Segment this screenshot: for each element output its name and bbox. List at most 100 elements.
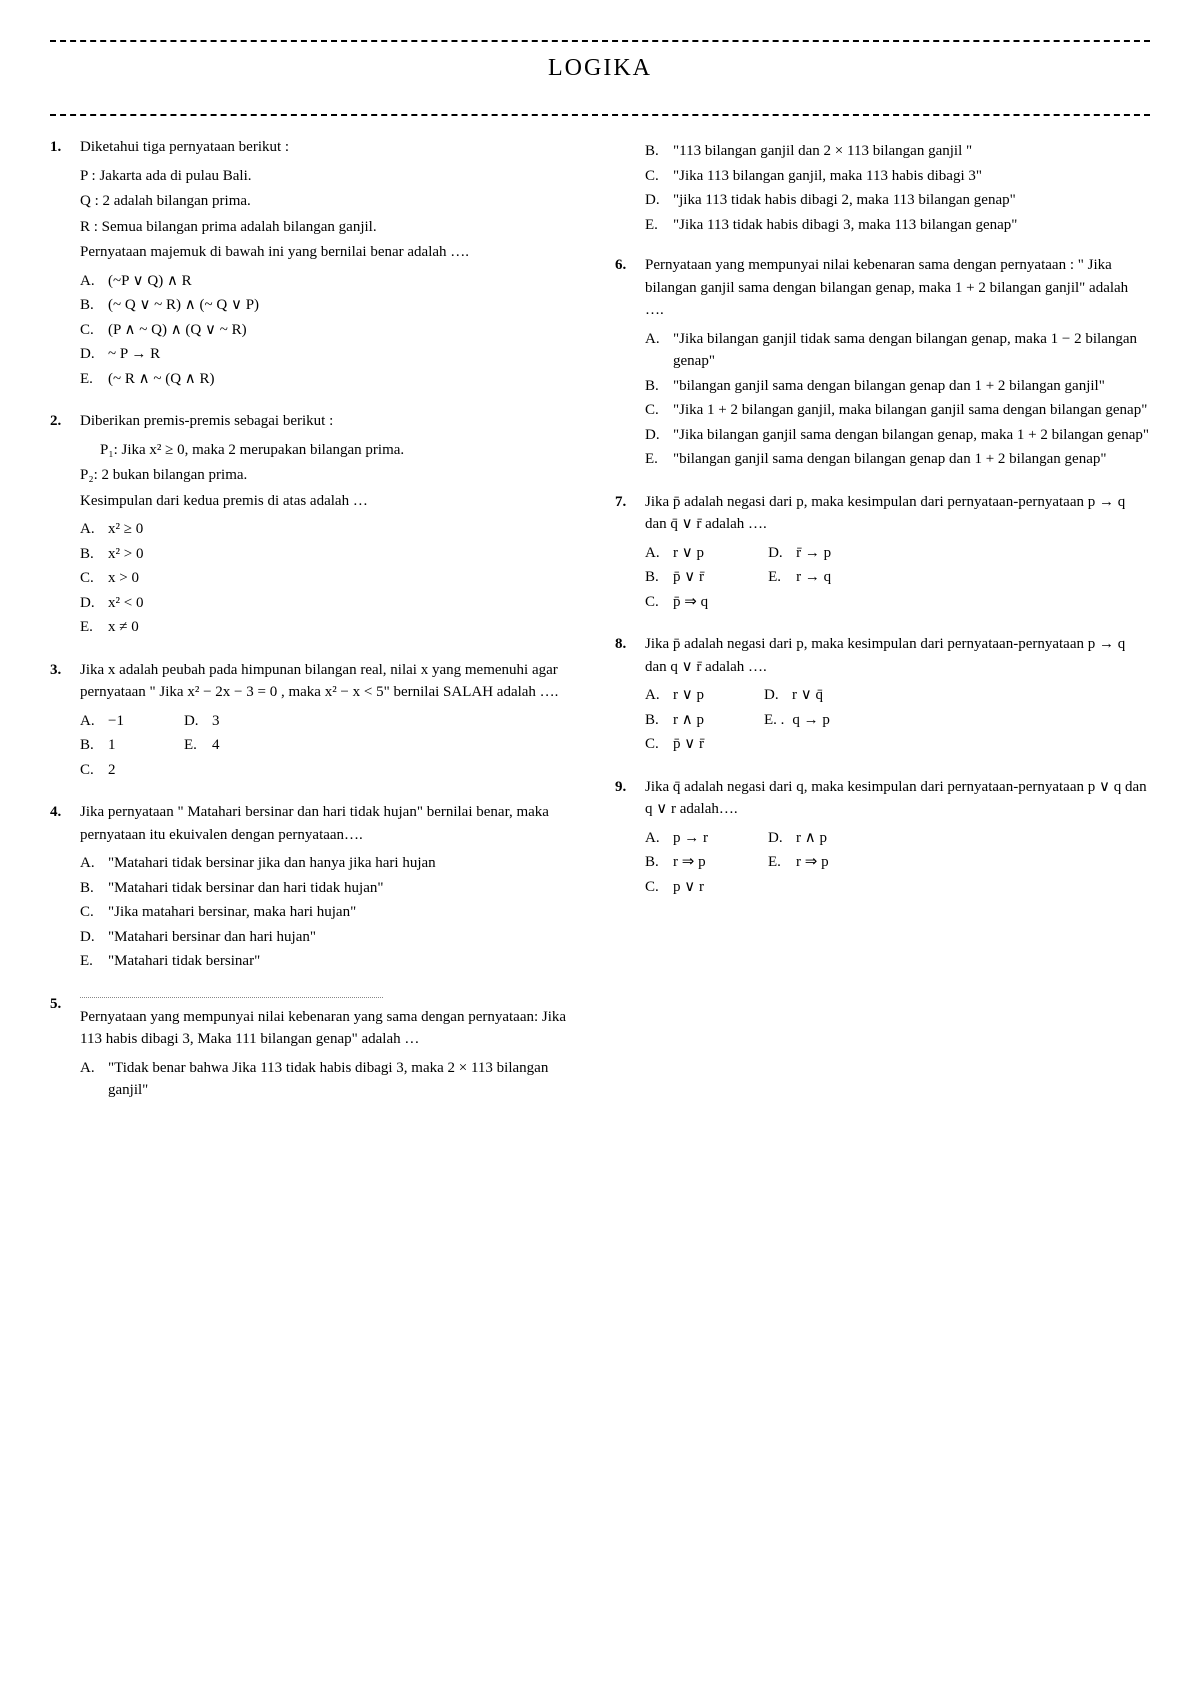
option-text: x² < 0 — [108, 592, 143, 615]
question-intro: Diketahui tiga pernyataan berikut : — [80, 136, 585, 159]
question-number: 5. — [50, 993, 70, 1104]
option-a: A.r ∨ p — [645, 542, 708, 565]
right-column: B."113 bilangan ganjil dan 2 × 113 bilan… — [615, 136, 1150, 1122]
option-e: E. .q → p — [764, 709, 830, 732]
option-c: C.2 — [80, 759, 124, 782]
question-7: 7. Jika p̄ adalah negasi dari p, maka ke… — [615, 491, 1150, 616]
option-d: D."Matahari bersinar dan hari hujan" — [80, 926, 585, 949]
option-b: B.x² > 0 — [80, 543, 585, 566]
question-text: Jika pernyataan " Matahari bersinar dan … — [80, 801, 585, 846]
option-a: A.x² ≥ 0 — [80, 518, 585, 541]
option-b: B.(~ Q ∨ ~ R) ∧ (~ Q ∨ P) — [80, 294, 585, 317]
option-b: B.1 — [80, 734, 124, 757]
option-e: E."Matahari tidak bersinar" — [80, 950, 585, 973]
dotted-divider — [80, 997, 383, 998]
option-d: D.r ∨ q̄ — [764, 684, 830, 707]
option-text: p → r — [673, 827, 708, 850]
option-d: D.~ P → R — [80, 343, 585, 366]
option-text: p̄ ∨ r̄ — [673, 733, 704, 756]
question-8: 8. Jika p̄ adalah negasi dari p, maka ke… — [615, 633, 1150, 758]
option-text: (P ∧ ~ Q) ∧ (Q ∨ ~ R) — [108, 319, 247, 342]
option-text: r ∨ q̄ — [792, 684, 823, 707]
option-text: p̄ ∨ r̄ — [673, 566, 704, 589]
option-text: 3 — [212, 710, 220, 733]
question-text: Jika p̄ adalah negasi dari p, maka kesim… — [645, 633, 1150, 678]
option-c: C.x > 0 — [80, 567, 585, 590]
option-e: E.4 — [184, 734, 220, 757]
option-a: A."Jika bilangan ganjil tidak sama denga… — [645, 328, 1150, 373]
option-a: A.−1 — [80, 710, 124, 733]
page-title: LOGIKA — [50, 50, 1150, 86]
premise-q: Q : 2 adalah bilangan prima. — [80, 190, 585, 213]
content-columns: 1. Diketahui tiga pernyataan berikut : P… — [50, 136, 1150, 1122]
premise-p2: P₂: 2 bukan bilangan prima. — [80, 464, 585, 487]
option-a: A."Matahari tidak bersinar jika dan hany… — [80, 852, 585, 875]
question-number: 7. — [615, 491, 635, 616]
question-number: 4. — [50, 801, 70, 975]
option-text: "Matahari tidak bersinar dan hari tidak … — [108, 877, 384, 900]
option-text: "113 bilangan ganjil dan 2 × 113 bilanga… — [673, 140, 972, 163]
option-text: "Jika 113 tidak habis dibagi 3, maka 113… — [673, 214, 1017, 237]
option-a: A.(~P ∨ Q) ∧ R — [80, 270, 585, 293]
option-e: E.r ⇒ p — [768, 851, 829, 874]
question-text: Jika p̄ adalah negasi dari p, maka kesim… — [645, 491, 1150, 536]
premise-p: P : Jakarta ada di pulau Bali. — [80, 165, 585, 188]
option-text: "jika 113 tidak habis dibagi 2, maka 113… — [673, 189, 1016, 212]
option-text: 2 — [108, 759, 116, 782]
option-text: r ⇒ p — [673, 851, 706, 874]
option-text: (~P ∨ Q) ∧ R — [108, 270, 192, 293]
question-5: 5. Pernyataan yang mempunyai nilai keben… — [50, 993, 585, 1104]
option-text: −1 — [108, 710, 124, 733]
option-c: C."Jika matahari bersinar, maka hari huj… — [80, 901, 585, 924]
option-text: "Tidak benar bahwa Jika 113 tidak habis … — [108, 1057, 585, 1102]
option-text: r ∨ p — [673, 684, 704, 707]
premise-p1: P₁: Jika x² ≥ 0, maka 2 merupakan bilang… — [100, 439, 585, 462]
option-d: D.r ∧ p — [768, 827, 829, 850]
option-d: D.r̄ → p — [768, 542, 831, 565]
option-b: B.r ∧ p — [645, 709, 704, 732]
question-text: Jika q̄ adalah negasi dari q, maka kesim… — [645, 776, 1150, 821]
question-number: 2. — [50, 410, 70, 641]
option-text: "Jika 113 bilangan ganjil, maka 113 habi… — [673, 165, 982, 188]
question-9: 9. Jika q̄ adalah negasi dari q, maka ke… — [615, 776, 1150, 901]
question-number: 1. — [50, 136, 70, 392]
option-c: C.p̄ ∨ r̄ — [645, 733, 704, 756]
option-a: A.p → r — [645, 827, 708, 850]
question-intro: Diberikan premis-premis sebagai berikut … — [80, 410, 585, 433]
option-text: "bilangan ganjil sama dengan bilangan ge… — [673, 448, 1107, 471]
question-number: 6. — [615, 254, 635, 473]
option-c: C.(P ∧ ~ Q) ∧ (Q ∨ ~ R) — [80, 319, 585, 342]
option-d: D."jika 113 tidak habis dibagi 2, maka 1… — [645, 189, 1150, 212]
option-text: "Jika bilangan ganjil sama dengan bilang… — [673, 424, 1149, 447]
question-3: 3. Jika x adalah peubah pada himpunan bi… — [50, 659, 585, 784]
option-text: (~ Q ∨ ~ R) ∧ (~ Q ∨ P) — [108, 294, 259, 317]
option-c: C."Jika 1 + 2 bilangan ganjil, maka bila… — [645, 399, 1150, 422]
option-text: "Matahari bersinar dan hari hujan" — [108, 926, 316, 949]
option-text: ~ P → R — [108, 343, 160, 366]
question-4: 4. Jika pernyataan " Matahari bersinar d… — [50, 801, 585, 975]
option-text: "bilangan ganjil sama dengan bilangan ge… — [673, 375, 1105, 398]
option-d: D.3 — [184, 710, 220, 733]
option-c: C."Jika 113 bilangan ganjil, maka 113 ha… — [645, 165, 1150, 188]
option-e: E."bilangan ganjil sama dengan bilangan … — [645, 448, 1150, 471]
option-d: D.x² < 0 — [80, 592, 585, 615]
option-a: A.r ∨ p — [645, 684, 704, 707]
option-text: r ∧ p — [673, 709, 704, 732]
option-text: x² ≥ 0 — [108, 518, 143, 541]
option-d: D."Jika bilangan ganjil sama dengan bila… — [645, 424, 1150, 447]
option-text: "Jika 1 + 2 bilangan ganjil, maka bilang… — [673, 399, 1147, 422]
option-text: x > 0 — [108, 567, 139, 590]
option-text: p̄ ⇒ q — [673, 591, 708, 614]
option-b: B."Matahari tidak bersinar dan hari tida… — [80, 877, 585, 900]
question-text: Pernyataan yang mempunyai nilai kebenara… — [80, 1006, 585, 1051]
option-b: B.p̄ ∨ r̄ — [645, 566, 708, 589]
option-e: E."Jika 113 tidak habis dibagi 3, maka 1… — [645, 214, 1150, 237]
question-prompt: Kesimpulan dari kedua premis di atas ada… — [80, 490, 585, 513]
question-prompt: Pernyataan majemuk di bawah ini yang ber… — [80, 241, 585, 264]
option-b: B.r ⇒ p — [645, 851, 708, 874]
question-1: 1. Diketahui tiga pernyataan berikut : P… — [50, 136, 585, 392]
option-text: 4 — [212, 734, 220, 757]
option-text: r ∧ p — [796, 827, 827, 850]
option-e: E.r → q — [768, 566, 831, 589]
option-text: x ≠ 0 — [108, 616, 139, 639]
